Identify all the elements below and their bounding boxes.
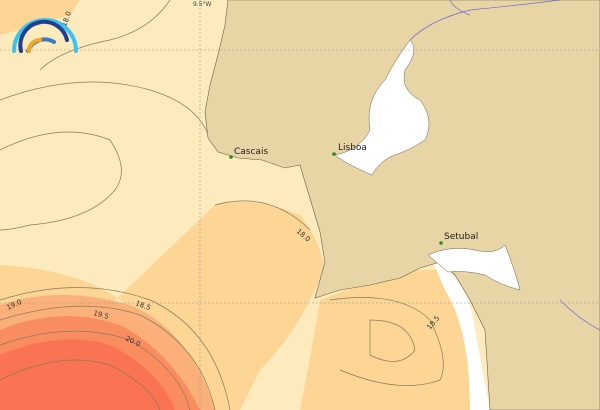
sea-band-18-south — [0, 201, 325, 410]
contour-label: 19.5 — [92, 309, 109, 321]
city-marker-setubal[interactable] — [439, 241, 443, 245]
city-marker-cascais[interactable] — [229, 155, 233, 159]
sado-estuary — [427, 244, 521, 291]
tagus-estuary — [334, 39, 430, 176]
longitude-label: 9.5°W — [193, 1, 212, 8]
sea-band-18-east — [300, 270, 470, 410]
land — [204, 0, 600, 410]
city-marker-lisboa[interactable] — [332, 152, 336, 156]
city-label-cascais: Cascais — [234, 147, 268, 157]
coastal-strip — [430, 255, 490, 410]
rivers — [409, 0, 600, 331]
wave-arcs-logo-icon — [12, 18, 78, 53]
city-label-lisboa: Lisboa — [338, 143, 367, 153]
sea-band-20 — [0, 339, 175, 410]
city-label-setubal: Setubal — [444, 232, 478, 242]
sea-band-18 — [0, 0, 80, 35]
isotherms — [0, 0, 444, 410]
